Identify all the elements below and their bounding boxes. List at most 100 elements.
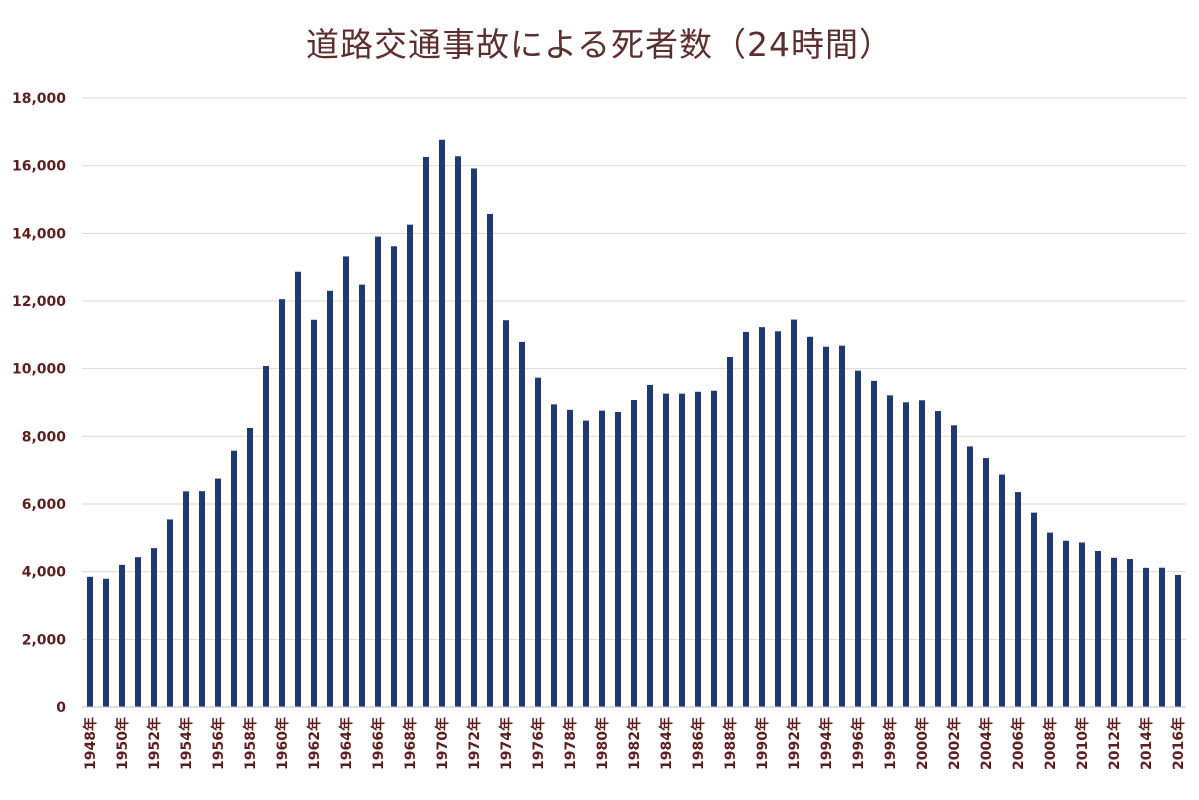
y-tick-label: 4,000 (22, 565, 67, 581)
bar (135, 557, 141, 707)
x-tick-label: 1992年 (786, 717, 803, 770)
y-axis-tick-labels: 0 2,000 4,000 6,000 8,000 10,000 12,000 14,000 1… (12, 91, 66, 716)
x-tick-label: 1998年 (882, 717, 899, 770)
x-tick-label: 2012年 (1106, 717, 1123, 770)
bar (983, 458, 989, 707)
x-tick-label: 1952年 (146, 717, 163, 770)
bar (359, 284, 365, 707)
x-tick-label: 1970年 (434, 717, 451, 770)
y-tick-label: 2,000 (22, 632, 67, 648)
bar (855, 370, 861, 707)
x-tick-label: 2006年 (1010, 717, 1027, 770)
bars (87, 139, 1181, 708)
bar (295, 271, 301, 707)
bar (375, 236, 381, 707)
x-tick-label: 1960年 (274, 717, 291, 770)
x-tick-label: 1990年 (754, 717, 771, 770)
y-tick-label: 12,000 (12, 294, 66, 310)
y-tick-label: 0 (56, 700, 66, 716)
chart-title: 道路交通事故による死者数（24時間） (305, 25, 893, 64)
x-tick-label: 1950年 (114, 717, 131, 770)
x-tick-label: 1962年 (306, 717, 323, 770)
x-tick-label: 2010年 (1074, 717, 1091, 770)
x-tick-label: 1996年 (850, 717, 867, 770)
bar (1063, 540, 1069, 707)
bar (583, 420, 589, 707)
bar (279, 299, 285, 707)
x-tick-label: 1954年 (178, 717, 195, 770)
bar (1175, 574, 1181, 707)
bar (599, 410, 605, 707)
y-tick-label: 10,000 (12, 362, 66, 378)
bar (663, 393, 669, 707)
bar (935, 411, 941, 707)
bar (391, 246, 397, 707)
bar (455, 156, 461, 708)
bar (1047, 532, 1053, 707)
bar (647, 384, 653, 707)
bar (567, 409, 573, 707)
bar (423, 156, 429, 707)
x-tick-label: 1964年 (338, 717, 355, 770)
bar (1127, 559, 1133, 707)
x-tick-label: 1958年 (242, 717, 259, 770)
bar (711, 390, 717, 707)
bar (839, 345, 845, 707)
bar (119, 564, 125, 707)
bar (727, 357, 733, 707)
x-tick-label: 1976年 (530, 717, 547, 770)
x-tick-label: 1968年 (402, 717, 419, 770)
x-tick-label: 2008年 (1042, 717, 1059, 770)
bar (967, 446, 973, 707)
y-tick-label: 18,000 (12, 91, 66, 107)
bar (615, 412, 621, 707)
bar (759, 327, 765, 707)
bar (103, 578, 109, 707)
x-tick-label: 1966年 (370, 717, 387, 770)
bar (199, 491, 205, 707)
x-axis-tick-labels: 1948年 1950年 1952年 1954年 1956年 1958年 1960年 1962年… (82, 717, 1187, 770)
bar (407, 224, 413, 707)
bar (535, 377, 541, 707)
bar (887, 395, 893, 707)
bar (1015, 492, 1021, 707)
bar (775, 331, 781, 707)
bar (167, 519, 173, 707)
bar (631, 400, 637, 707)
bar (183, 491, 189, 707)
x-tick-label: 1982年 (626, 717, 643, 770)
x-tick-label: 1988年 (722, 717, 739, 770)
y-tick-label: 14,000 (12, 226, 66, 242)
x-tick-label: 1948年 (82, 717, 99, 770)
bar (743, 331, 749, 707)
bar (519, 341, 525, 707)
bar (551, 404, 557, 707)
x-tick-label: 1978年 (562, 717, 579, 770)
bar (791, 319, 797, 707)
x-tick-label: 1956年 (210, 717, 227, 770)
x-tick-label: 2014年 (1138, 717, 1155, 770)
bar (215, 478, 221, 707)
y-tick-label: 8,000 (22, 429, 67, 445)
bar (343, 256, 349, 707)
bar (1143, 567, 1149, 707)
bar (1159, 567, 1165, 707)
y-tick-label: 16,000 (12, 159, 66, 175)
x-tick-label: 1986年 (690, 717, 707, 770)
bar (1095, 550, 1101, 707)
bar (471, 168, 477, 708)
bar (503, 320, 509, 707)
x-tick-label: 1984年 (658, 717, 675, 770)
x-tick-label: 2004年 (978, 717, 995, 770)
bar (87, 576, 93, 707)
bar (487, 213, 493, 707)
bar (951, 425, 957, 707)
bar (1079, 542, 1085, 707)
x-tick-label: 2000年 (914, 717, 931, 770)
bar (327, 290, 333, 707)
bar (807, 336, 813, 707)
bar (1031, 512, 1037, 707)
bar (311, 319, 317, 707)
